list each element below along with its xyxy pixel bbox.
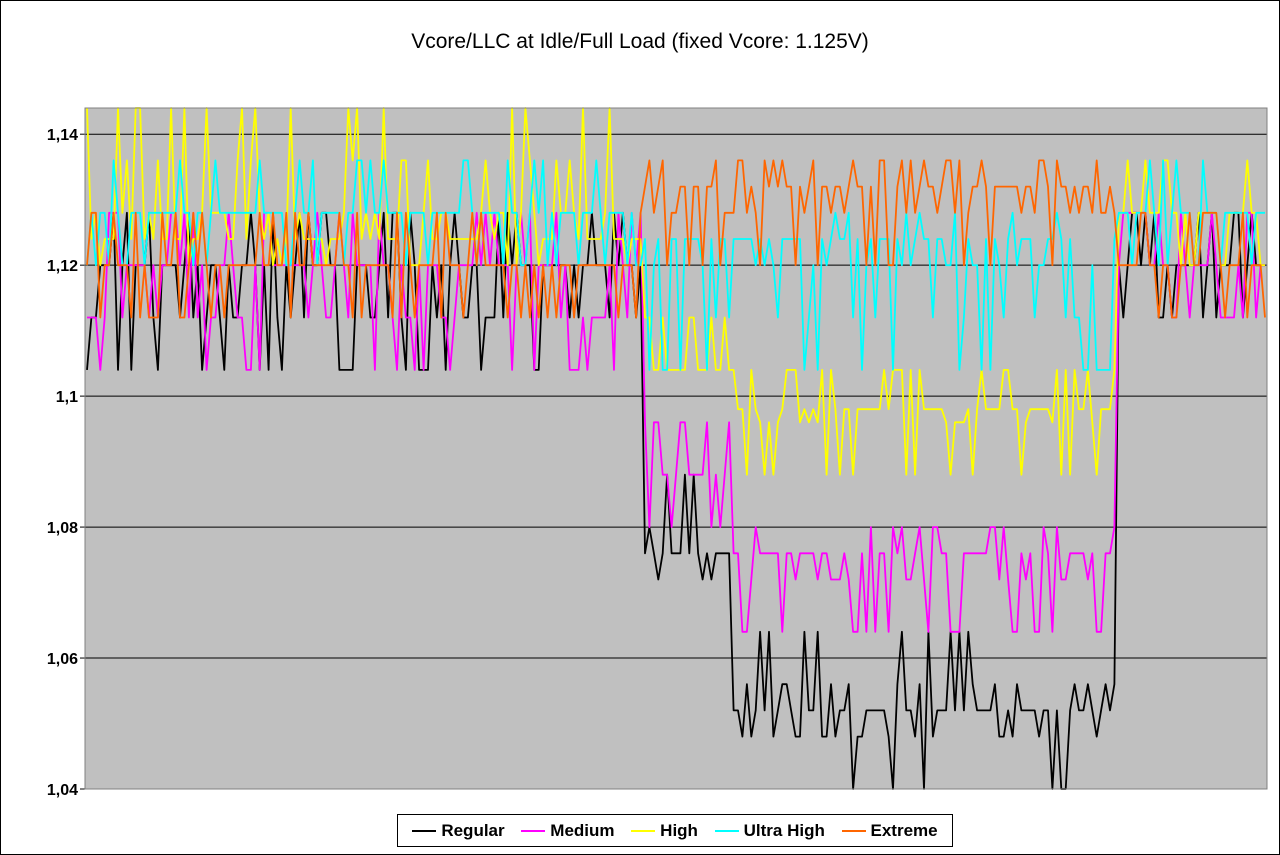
legend-label: Extreme: [870, 820, 938, 840]
y-tick-label: 1,14: [47, 127, 78, 144]
y-tick-label: 1,1: [56, 389, 78, 406]
y-tick-label: 1,12: [47, 258, 78, 275]
series-line-extreme: [86, 159, 1266, 319]
legend: Regular Medium High Ultra High Extreme: [397, 814, 953, 847]
y-tick-label: 1,04: [47, 782, 78, 799]
legend-swatch: [521, 829, 546, 832]
legend-label: Regular: [441, 820, 505, 840]
legend-item-high: High: [631, 821, 698, 841]
legend-item-regular: Regular: [412, 820, 505, 841]
series-line-ultra-high: [86, 159, 1265, 371]
chart-title: Vcore/LLC at Idle/Full Load (fixed Vcore…: [411, 30, 869, 53]
legend-label: High: [660, 820, 698, 840]
y-axis-ticks: 1,04 1,06 1,08 1,1 1,12 1,14: [47, 108, 86, 799]
legend-swatch: [631, 829, 656, 832]
legend-swatch: [412, 829, 437, 832]
legend-label: Ultra High: [743, 820, 825, 840]
plot-border: [84, 107, 1268, 790]
series-line-regular: [86, 211, 1265, 790]
series-line-medium: [87, 211, 1265, 633]
series-lines: [86, 107, 1266, 790]
legend-label: Medium: [550, 820, 615, 840]
legend-item-extreme: Extreme: [841, 820, 938, 841]
legend-swatch: [841, 829, 866, 832]
y-tick-label: 1,06: [47, 651, 78, 668]
y-tick-label: 1,08: [47, 520, 78, 537]
legend-swatch: [714, 829, 739, 832]
legend-item-ultra-high: Ultra High: [714, 820, 825, 841]
legend-item-medium: Medium: [521, 820, 615, 841]
